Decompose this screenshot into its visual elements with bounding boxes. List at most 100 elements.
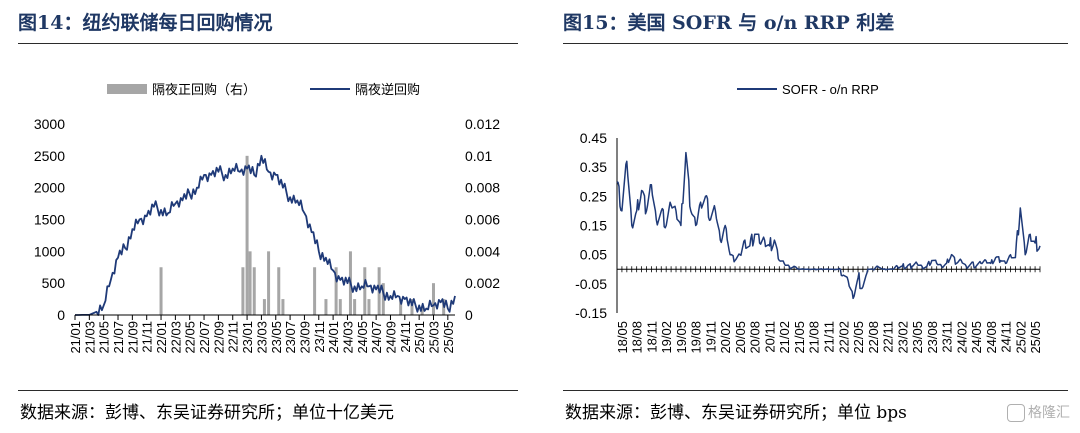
bar [241,267,245,315]
bar [431,283,435,315]
x-tick-label: 21/07 [111,321,126,354]
bar [252,267,256,315]
right-chart: SOFR - o/n RRP -0.15 -0.05 0.05 0.15 0.25 0.35… [575,82,1043,354]
bar [353,299,357,315]
bar [277,267,281,315]
x-tick-label: 24/09 [383,321,398,354]
x-tick-label: 22/07 [197,321,212,354]
x-tick-label: 21/11 [822,321,837,353]
left-source-note: 数据来源：彭博、东吴证券研究所；单位十亿美元 [20,403,394,423]
x-tick-label: 24/05 [969,321,984,354]
x-tick-label: 21/03 [82,321,97,354]
x-tick-label: 20/08 [748,321,763,354]
y-tick-label: 2500 [34,148,65,164]
y-tick-label: -0.05 [575,276,607,292]
x-tick-label: 21/05 [97,321,112,354]
x-tick-label: 22/02 [836,321,851,354]
y-tick-label: 0.25 [580,188,607,204]
watermark-logo-icon [1007,404,1025,422]
bar [159,267,163,315]
y2-tick-label: 0 [465,307,473,323]
y2-tick-label: 0.008 [465,180,500,196]
x-tick-label: 22/05 [851,321,866,354]
left-figure-panel: 图14：纽约联储每日回购情况 隔夜正回购（右） 隔夜逆回购 0 500 1000 1500… [18,12,518,423]
y-tick-label: 1000 [34,243,65,259]
x-tick-label: 21/02 [777,321,792,354]
x-tick-label: 21/11 [140,321,155,353]
x-tick-label: 22/08 [866,321,881,354]
x-tick-label: 18/11 [644,321,659,353]
legend-label-line: 隔夜逆回购 [355,82,420,97]
x-tick-label: 23/05 [269,321,284,354]
x-tick-label: 24/07 [369,321,384,354]
bar [338,299,342,315]
y2-tick-label: 0.01 [465,148,492,164]
x-tick-label: 24/11 [999,321,1014,353]
x-tick-label: 23/08 [925,321,940,354]
x-tick-label: 23/07 [283,321,298,354]
bar [420,307,424,315]
x-tick-label: 22/09 [211,321,226,354]
bar [367,299,371,315]
y2-tick-label: 0.006 [465,212,500,228]
y-tick-label: 0.45 [580,130,607,146]
y2-tick-label: 0.012 [465,116,500,132]
y-tick-label: 0.15 [580,218,607,234]
right-source-rule [563,390,1068,391]
watermark-text: 格隆汇 [1028,405,1070,421]
y-tick-label: 500 [42,275,66,291]
bar [324,299,328,315]
x-tick-label: 25/03 [426,321,441,354]
y-tick-label: 1500 [34,212,65,228]
bar [267,251,271,315]
x-tick-label: 19/05 [674,321,689,354]
y2-tick-label: 0.002 [465,275,500,291]
watermark: 格隆汇 [1007,402,1070,422]
x-tick-label: 19/02 [659,321,674,354]
left-source-rule [18,390,518,391]
x-tick-label: 22/05 [183,321,198,354]
bar [381,283,385,315]
bar [245,155,249,315]
right-figure-panel: 图15：美国 SOFR 与 o/n RRP 利差 SOFR - o/n RRP -… [545,0,1080,433]
x-tick-label: 19/11 [703,321,718,353]
left-chart: 隔夜正回购（右） 隔夜逆回购 0 500 1000 1500 2000 2500 3000 0 0.… [34,82,500,354]
x-tick-label: 22/11 [226,321,241,353]
legend-swatch-bar [107,84,147,94]
right-source-note: 数据来源：彭博、东吴证券研究所；单位 bps [565,403,907,423]
y-tick-label: 0.35 [580,159,607,175]
bar [313,267,317,315]
bar [410,299,414,315]
legend-label-bar: 隔夜正回购（右） [152,82,256,97]
x-tick-label: 23/11 [940,321,955,353]
y-tick-label: 2000 [34,180,65,196]
y-tick-label: 0.05 [580,247,607,263]
x-tick-label: 21/08 [807,321,822,354]
x-tick-label: 24/02 [954,321,969,354]
x-tick-label: 22/01 [154,321,169,354]
x-tick-label: 24/11 [398,321,413,353]
x-tick-label: 18/08 [630,321,645,354]
x-tick-label: 23/01 [240,321,255,354]
x-tick-label: 21/01 [68,321,83,354]
x-tick-label: 25/05 [1028,321,1043,354]
left-title-rule [18,43,518,44]
x-tick-label: 23/03 [254,321,269,354]
right-figure-title: 图15：美国 SOFR 与 o/n RRP 利差 [563,12,895,34]
bar [262,299,266,315]
y-tick-label: 3000 [34,116,65,132]
x-tick-label: 19/08 [689,321,704,354]
x-tick-label: 24/01 [326,321,341,354]
x-tick-label: 22/11 [881,321,896,353]
x-tick-label: 25/02 [1013,321,1028,354]
x-tick-label: 18/05 [615,321,630,354]
x-tick-label: 25/05 [441,321,456,354]
x-tick-label: 23/11 [312,321,327,353]
legend-label-line: SOFR - o/n RRP [782,82,879,97]
series-line [616,151,1041,300]
right-title-rule [563,43,1068,44]
bar [281,299,285,315]
x-tick-label: 23/05 [910,321,925,354]
x-tick-label: 20/11 [762,321,777,353]
y-tick-label: 0 [57,307,65,323]
